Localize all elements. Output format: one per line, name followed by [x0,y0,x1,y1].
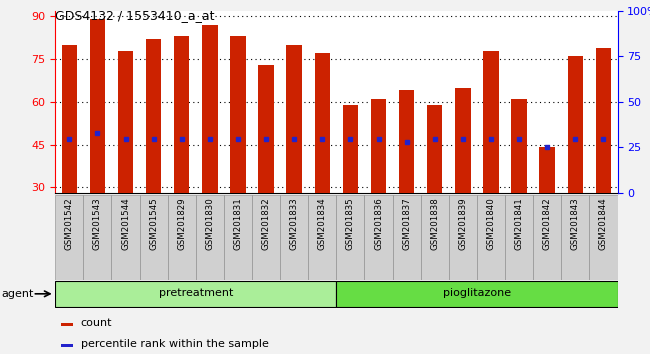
Text: GSM201831: GSM201831 [233,197,242,250]
Bar [590,195,618,280]
Text: GSM201837: GSM201837 [402,197,411,250]
Bar [258,65,274,193]
Text: agent: agent [1,289,34,299]
Bar [533,195,561,280]
Text: GSM201832: GSM201832 [261,197,270,250]
Bar [315,53,330,193]
Bar [567,56,583,193]
Bar [393,195,421,280]
Bar [427,105,443,193]
Bar [140,195,168,280]
Text: GSM201836: GSM201836 [374,197,383,250]
Text: GSM201544: GSM201544 [121,197,130,250]
Bar [483,51,499,193]
Bar [252,195,280,280]
Text: GSM201838: GSM201838 [430,197,439,250]
Text: GSM201841: GSM201841 [515,197,524,250]
Bar [61,323,73,326]
Text: GSM201833: GSM201833 [290,197,299,250]
Bar [512,99,527,193]
Bar [55,195,83,280]
Bar [202,25,218,193]
Text: GDS4132 / 1553410_a_at: GDS4132 / 1553410_a_at [55,9,214,22]
Bar [287,45,302,193]
Bar [90,19,105,193]
Text: GSM201840: GSM201840 [486,197,495,250]
Text: GSM201829: GSM201829 [177,197,187,250]
Text: GSM201842: GSM201842 [543,197,552,250]
Bar [561,195,590,280]
Bar [146,39,161,193]
Text: GSM201545: GSM201545 [149,197,158,250]
Bar [280,195,308,280]
Bar [540,147,555,193]
Text: GSM201835: GSM201835 [346,197,355,250]
Bar [449,195,477,280]
Bar [55,281,337,307]
Text: GSM201542: GSM201542 [65,197,74,250]
Bar [337,281,618,307]
Text: GSM201839: GSM201839 [458,197,467,250]
Bar [455,87,471,193]
Bar [365,195,393,280]
Bar [62,45,77,193]
Bar [477,195,505,280]
Bar [112,195,140,280]
Bar [370,99,386,193]
Bar [230,36,246,193]
Bar [61,344,73,347]
Text: count: count [81,318,112,328]
Bar [118,51,133,193]
Bar [337,195,365,280]
Bar [224,195,252,280]
Bar [595,48,611,193]
Bar [505,195,533,280]
Text: pretreatment: pretreatment [159,288,233,298]
Bar [308,195,337,280]
Text: GSM201843: GSM201843 [571,197,580,250]
Text: GSM201844: GSM201844 [599,197,608,250]
Bar [174,36,190,193]
Bar [399,90,415,193]
Text: percentile rank within the sample: percentile rank within the sample [81,339,268,349]
Text: GSM201834: GSM201834 [318,197,327,250]
Bar [196,195,224,280]
Text: GSM201830: GSM201830 [205,197,214,250]
Text: pioglitazone: pioglitazone [443,288,511,298]
Bar [168,195,196,280]
Bar [421,195,448,280]
Text: GSM201543: GSM201543 [93,197,102,250]
Bar [83,195,112,280]
Bar [343,105,358,193]
